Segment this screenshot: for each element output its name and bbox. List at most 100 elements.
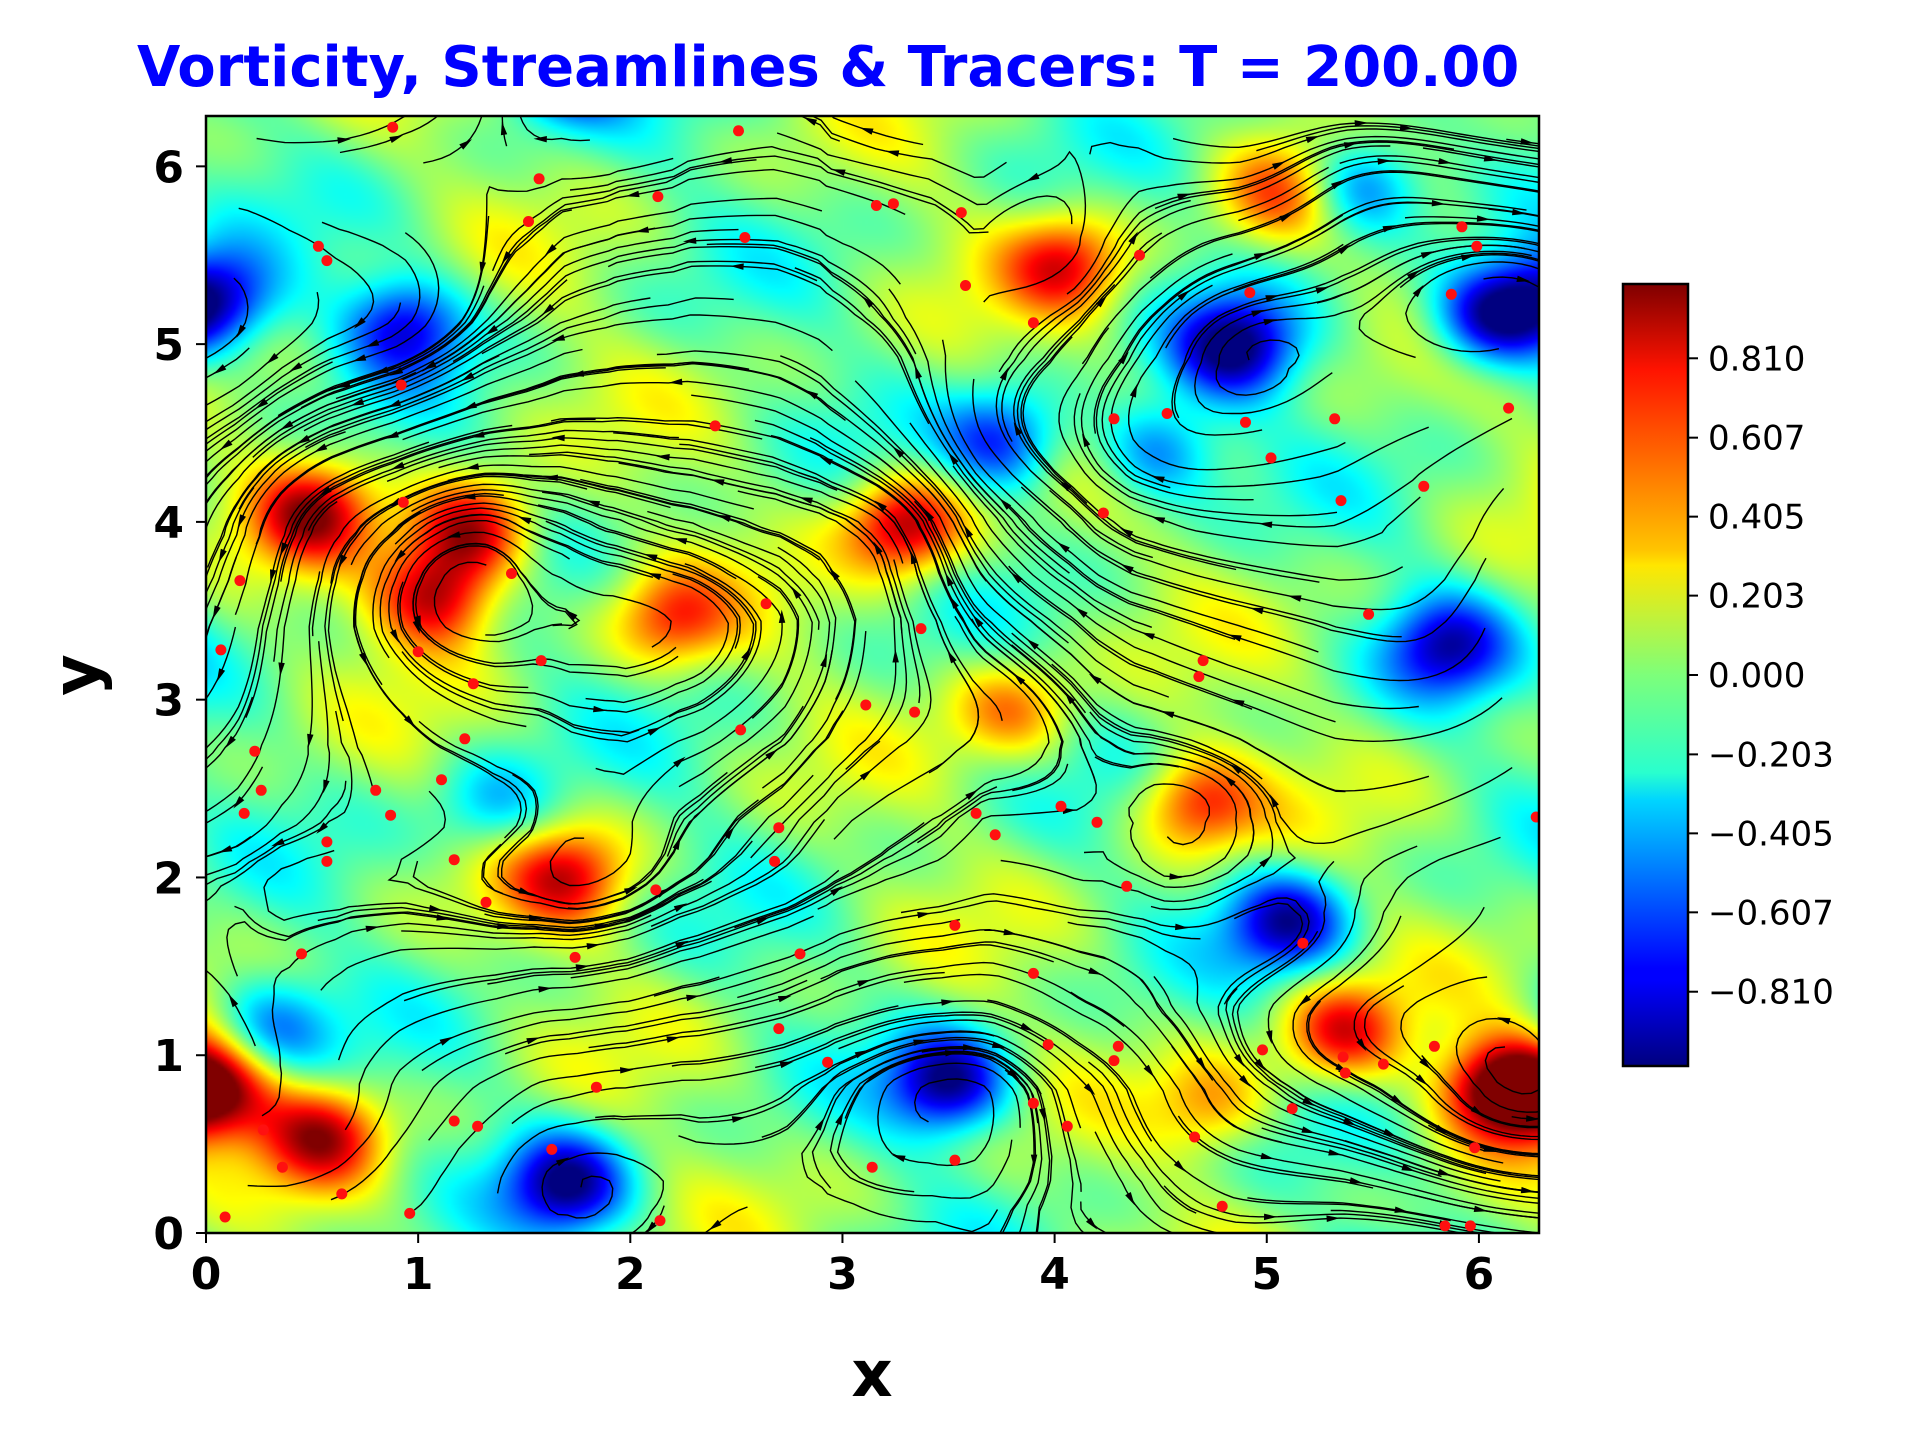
streamline-arrow-57 <box>564 609 578 621</box>
streamline-arrow-157 <box>1026 172 1040 182</box>
streamline-arrow-222 <box>1431 200 1446 207</box>
streamline-arrow-219 <box>1129 383 1138 398</box>
streamline-127 <box>799 116 841 142</box>
tracer-point-46 <box>436 774 447 786</box>
streamline-arrow-206 <box>1377 158 1391 165</box>
streamline-arrow-160 <box>1086 1217 1098 1230</box>
streamline-arrow-185 <box>999 367 1009 381</box>
streamline-arrow-21 <box>428 904 443 912</box>
streamline-226 <box>1421 1055 1539 1128</box>
streamline-arrow-86 <box>791 586 802 599</box>
streamline-arrow-197 <box>1064 691 1075 705</box>
streamline-arrow-215 <box>1075 607 1088 618</box>
streamline-188 <box>1165 222 1539 349</box>
streamline-arrow-100 <box>965 789 978 800</box>
tracer-point-53 <box>1091 816 1103 828</box>
streamline-arrow-233 <box>1119 528 1134 538</box>
tracer-point-34 <box>915 623 927 635</box>
tracer-point-62 <box>650 884 662 896</box>
streamline-arrow-142 <box>625 190 640 198</box>
streamline-arrow-159 <box>885 150 900 157</box>
streamline-arrow-125 <box>542 303 555 315</box>
streamline-arrow-254 <box>1512 208 1526 216</box>
streamline-arrow-67 <box>830 886 843 896</box>
streamline-arrow-198 <box>1026 638 1039 650</box>
streamline-arrow-106 <box>465 463 480 470</box>
streamline-arrow-232 <box>1120 564 1134 573</box>
streamline-arrow-59 <box>280 542 289 556</box>
streamline-arrow-6 <box>233 796 245 809</box>
tracer-point-43 <box>735 724 747 736</box>
tracer-point-81 <box>1027 1097 1039 1109</box>
plot-frame <box>204 114 1541 1235</box>
streamline-238 <box>1404 216 1539 227</box>
tracer-point-74 <box>1108 1055 1120 1067</box>
tracer-point-15 <box>1445 288 1457 300</box>
streamline-arrow-26 <box>278 662 285 676</box>
streamline-arrow-129 <box>891 1154 906 1162</box>
streamline-arrow-255 <box>1520 138 1535 145</box>
streamline-arrow-135 <box>799 497 813 504</box>
streamline-arrow-29 <box>266 353 279 365</box>
y-tick-label-0: 0 <box>153 1209 184 1260</box>
streamline-arrow-45 <box>289 362 303 372</box>
streamline-arrow-107 <box>471 431 485 438</box>
y-tick-label-2: 2 <box>153 853 184 904</box>
streamline-arrow-138 <box>668 378 683 385</box>
streamline-arrow-253 <box>1516 275 1531 282</box>
streamline-arrow-110 <box>485 324 498 336</box>
streamline-arrow-147 <box>1173 1160 1186 1172</box>
streamline-143 <box>831 116 924 146</box>
tracer-point-42 <box>909 706 921 718</box>
streamline-arrow-87 <box>643 554 658 561</box>
streamline-arrow-2 <box>228 994 239 1008</box>
tracer-point-0 <box>387 121 399 133</box>
tracer-point-67 <box>569 951 581 963</box>
x-tick-label-0: 0 <box>191 1249 222 1300</box>
tracer-point-25 <box>1503 402 1515 414</box>
tracer-point-13 <box>1134 249 1145 261</box>
streamline-arrow-36 <box>673 903 688 913</box>
streamline-arrow-30 <box>365 339 380 348</box>
streamline-arrow-130 <box>1039 1108 1046 1122</box>
streamline-arrow-24 <box>323 779 330 794</box>
tracer-point-26 <box>1418 480 1430 492</box>
streamline-arrow-249 <box>1249 607 1264 615</box>
y-tick-label-5: 5 <box>153 320 184 371</box>
tracer-point-49 <box>1055 800 1067 812</box>
tracer-point-99 <box>1464 1220 1476 1232</box>
tracer-point-96 <box>219 1211 231 1223</box>
streamline-arrow-12 <box>213 364 227 375</box>
streamline-arrow-132 <box>1175 923 1189 931</box>
tracer-point-24 <box>1329 413 1341 425</box>
streamline-arrow-183 <box>963 524 974 538</box>
streamline-arrow-63 <box>500 121 508 136</box>
colorbar-gradient <box>1621 282 1690 1068</box>
streamline-190 <box>1154 141 1539 210</box>
streamline-236 <box>1358 252 1539 359</box>
tracer-point-39 <box>1193 671 1205 683</box>
streamline-arrow-93 <box>387 399 402 408</box>
colorbar: −0.810 −0.607 −0.405 −0.203 0.000 0.203 0.405 0… <box>1621 282 1834 1068</box>
streamline-arrow-243 <box>1419 1057 1431 1070</box>
tracer-point-32 <box>760 598 772 610</box>
tracer-point-47 <box>370 784 382 796</box>
tracer-point-71 <box>1042 1039 1054 1051</box>
streamline-14 <box>206 207 375 423</box>
streamline-arrow-202 <box>1118 351 1129 365</box>
streamline-arrow-85 <box>820 653 828 668</box>
streamline-arrow-182 <box>972 614 984 628</box>
streamline-arrow-126 <box>544 244 557 256</box>
streamline-arrow-105 <box>462 493 476 500</box>
y-tick-label-1: 1 <box>153 1031 184 1082</box>
streamline-arrow-216 <box>1057 542 1070 553</box>
streamline-arrow-229 <box>1266 1030 1273 1044</box>
streamline-arrow-178 <box>1328 1149 1342 1156</box>
streamline-arrow-77 <box>350 398 365 406</box>
streamline-arrow-9 <box>212 605 221 619</box>
streamline-arrow-158 <box>718 157 733 164</box>
streamline-arrow-152 <box>819 456 833 466</box>
streamline-arrow-89 <box>394 549 406 562</box>
tracer-point-68 <box>794 948 806 960</box>
streamline-arrow-5 <box>218 845 233 853</box>
